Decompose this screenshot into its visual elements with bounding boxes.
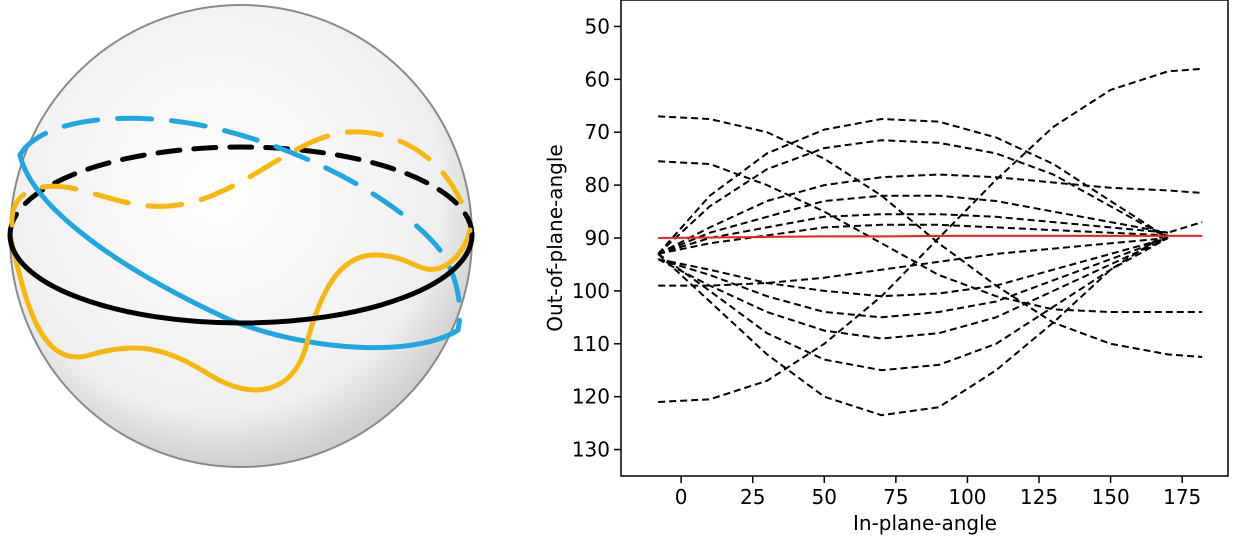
series-line <box>657 231 1169 417</box>
series-line <box>657 237 1169 372</box>
yellow-curve-back <box>9 129 471 228</box>
x-tick-label: 50 <box>812 485 837 509</box>
series-line <box>657 139 1169 255</box>
x-tick-label: 150 <box>1092 485 1130 509</box>
equator-front <box>7 232 475 326</box>
series-line <box>658 67 1203 403</box>
series-line <box>658 234 1203 239</box>
series-line <box>658 237 1169 298</box>
series-line <box>657 223 1168 255</box>
series-line <box>658 115 1203 358</box>
y-tick-label: 70 <box>585 120 610 144</box>
equator-back <box>7 144 475 238</box>
y-tick-label: 60 <box>585 67 610 91</box>
yellow-curve-front <box>7 227 473 393</box>
series-line <box>657 173 1203 255</box>
series-line <box>657 213 1203 255</box>
series-line <box>658 160 1203 313</box>
y-tick-label: 50 <box>585 14 610 38</box>
x-tick-label: 100 <box>948 485 986 509</box>
series-line <box>657 117 1169 255</box>
series-line <box>657 194 1169 255</box>
series-line <box>657 237 1169 340</box>
x-tick-label: 0 <box>675 485 688 509</box>
y-tick-label: 110 <box>572 332 610 356</box>
blue-curve-front <box>17 152 461 351</box>
y-tick-label: 80 <box>585 173 610 197</box>
y-tick-label: 100 <box>572 279 610 303</box>
y-tick-label: 90 <box>585 226 610 250</box>
sphere-illustration <box>7 4 475 468</box>
x-axis-label: In-plane-angle <box>853 511 997 535</box>
x-tick-label: 175 <box>1163 485 1201 509</box>
y-axis-label: Out-of-plane-angle <box>543 144 567 331</box>
x-tick-label: 75 <box>883 485 908 509</box>
line-chart: 50 60 70 80 90 100 110 120 130 0 25 50 75 100 125 150 17… <box>572 0 1229 509</box>
x-tick-label: 25 <box>740 485 765 509</box>
blue-curve-back <box>17 115 463 333</box>
sphere <box>9 4 473 468</box>
series-line <box>657 237 1169 319</box>
series-line <box>658 237 1168 287</box>
y-tick-label: 130 <box>572 438 610 462</box>
x-tick-label: 125 <box>1020 485 1058 509</box>
y-tick-label: 120 <box>572 385 610 409</box>
